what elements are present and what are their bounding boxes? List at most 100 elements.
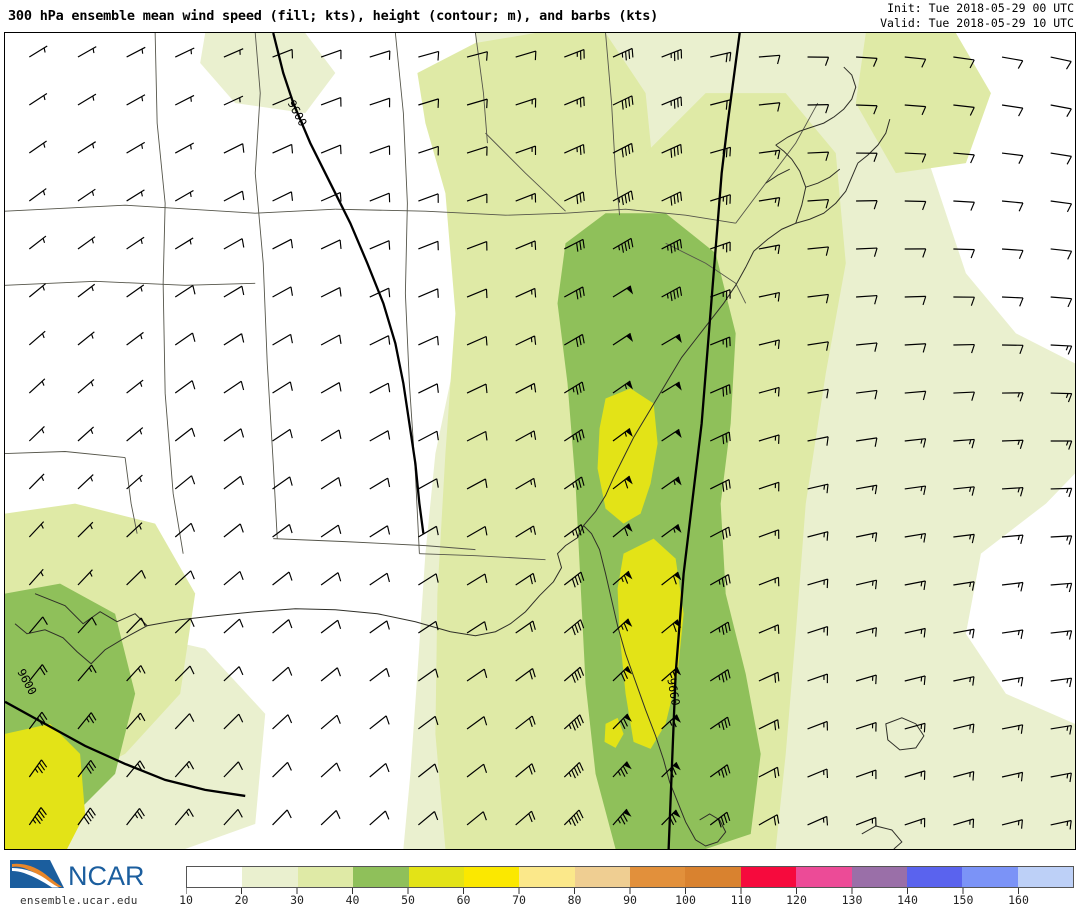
wind-barb: [758, 434, 780, 444]
wind-barb: [466, 763, 488, 778]
wind-barb: [223, 48, 244, 58]
wind-barb: [515, 192, 537, 203]
wind-barb: [563, 571, 585, 588]
colorbar-labels: 10 20 30 40 50 60 70 80 90 100 110 120 130 140 150 160: [179, 893, 1074, 911]
wind-barb: [564, 381, 585, 395]
wind-barb: [904, 675, 926, 685]
wind-barb: [77, 93, 97, 106]
wind-barb: [904, 152, 927, 163]
wind-barb: [807, 151, 830, 161]
wind-barb: [369, 430, 391, 442]
wind-barb: [320, 714, 341, 730]
wind-barb: [223, 333, 245, 346]
wind-barb: [564, 96, 585, 108]
wind-barb: [563, 524, 585, 538]
wind-barb: [807, 198, 830, 209]
wind-barb: [856, 389, 878, 400]
wind-barb: [758, 197, 781, 207]
wind-barb: [28, 521, 45, 538]
wind-barb: [661, 333, 682, 346]
wind-barb: [710, 99, 732, 110]
wind-barb: [126, 427, 144, 442]
wind-barb: [1050, 535, 1073, 545]
wind-barb: [807, 768, 829, 779]
wind-barb: [563, 809, 584, 827]
wind-barb: [709, 669, 731, 683]
wind-barb: [418, 430, 439, 442]
wind-barb: [953, 771, 975, 781]
ncar-logo[interactable]: NCAR ensemble.ucar.edu: [6, 856, 172, 912]
valid-time: Valid: Tue 2018-05-29 10 UTC: [880, 16, 1074, 30]
wind-barb: [515, 145, 537, 156]
wind-barb: [953, 296, 975, 306]
map-panel[interactable]: 9600 9600 9660: [4, 32, 1076, 850]
wind-barb: [758, 291, 781, 302]
wind-barb: [223, 285, 245, 298]
wind-barb: [661, 191, 683, 206]
wind-barb: [904, 56, 927, 68]
wind-barb: [661, 714, 681, 730]
wind-barb: [272, 333, 293, 346]
wind-barb: [320, 572, 342, 586]
wind-barb: [174, 665, 195, 682]
colorbar-segment: [962, 867, 1018, 887]
wind-barb: [515, 287, 537, 298]
wind-barb: [77, 46, 97, 58]
logo-swoosh-white: [12, 868, 59, 888]
wind-barb: [1050, 582, 1073, 593]
wind-barb: [953, 343, 975, 354]
wind-barb: [466, 573, 488, 586]
colorbar-segment: [574, 867, 630, 887]
wind-barb: [1002, 439, 1024, 450]
wind-barb: [807, 626, 829, 636]
wind-barb: [223, 713, 244, 730]
wind-barb: [369, 145, 391, 155]
wind-barb: [1050, 200, 1073, 213]
wind-barb: [710, 146, 732, 158]
wind-barb: [807, 104, 830, 114]
colorbar-segment: [851, 867, 907, 887]
wind-barb: [369, 620, 390, 634]
wind-barb: [174, 713, 195, 730]
wind-barb: [126, 379, 144, 394]
wind-barb: [709, 621, 731, 635]
colorbar-segment: [630, 867, 686, 887]
wind-barb: [223, 808, 243, 826]
wind-barb: [28, 92, 48, 106]
colorbar[interactable]: [186, 866, 1074, 888]
wind-barb: [466, 811, 487, 826]
time-stamp-block: Init: Tue 2018-05-29 00 UTC Valid: Tue 2…: [880, 1, 1074, 31]
contour-9600-southwest: [5, 700, 246, 798]
wind-barb: [466, 621, 488, 634]
wind-barb: [758, 624, 780, 634]
wind-barb: [77, 331, 95, 346]
wind-barb: [515, 335, 537, 346]
colorbar-segment: [796, 867, 852, 887]
wind-barb: [126, 189, 145, 202]
contour-9600-north: [272, 33, 425, 534]
wind-barb: [28, 759, 48, 778]
fill-band-20-30-d: [855, 33, 991, 174]
wind-barb: [807, 436, 829, 446]
wind-barb: [320, 144, 342, 155]
wind-barb: [369, 192, 391, 203]
wind-barb: [418, 335, 439, 346]
wind-barb: [77, 378, 95, 394]
wind-barb: [28, 330, 46, 346]
colorbar-segment: [408, 867, 464, 887]
colorbar-segment: [353, 867, 409, 887]
wind-barb: [710, 336, 731, 348]
wind-barb: [953, 676, 975, 686]
wind-barb: [28, 568, 44, 586]
colorbar-tick-label: 80: [567, 893, 582, 907]
colorbar-tick-label: 40: [345, 893, 360, 907]
wind-barb: [758, 529, 780, 539]
colorbar-tick-label: 140: [897, 893, 918, 907]
wind-barb: [77, 141, 96, 154]
wind-barb: [272, 143, 294, 154]
wind-barb: [807, 673, 828, 684]
wind-barb: [77, 664, 97, 682]
wind-barb: [1050, 630, 1073, 640]
wind-barb: [904, 438, 927, 448]
